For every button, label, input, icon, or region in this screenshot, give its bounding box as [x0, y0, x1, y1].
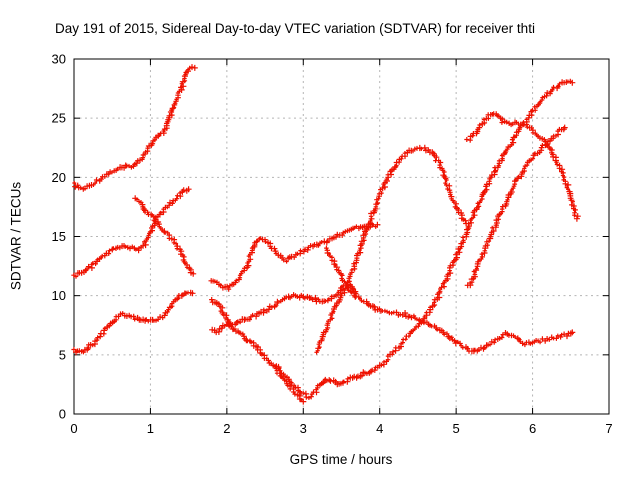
x-tick-label: 6	[529, 421, 536, 436]
x-tick-label: 2	[223, 421, 230, 436]
vtec-trace-s4	[71, 289, 196, 356]
vtec-trace-s7	[209, 282, 576, 355]
y-tick-label: 15	[52, 229, 66, 244]
x-tick-label: 0	[70, 421, 77, 436]
axis-ticks	[73, 58, 610, 415]
x-axis-label: GPS time / hours	[289, 452, 393, 467]
y-tick-label: 10	[52, 288, 66, 303]
vtec-trace-s6	[209, 297, 307, 405]
plot-border	[73, 58, 610, 415]
x-tick-label: 7	[605, 421, 612, 436]
y-tick-label: 20	[52, 170, 66, 185]
vtec-trace-s2	[71, 186, 192, 279]
vtec-trace-s11	[464, 124, 568, 289]
vtec-trace-s1	[72, 64, 198, 192]
x-tick-label: 4	[376, 421, 383, 436]
vtec-trace-s9	[273, 78, 576, 400]
vtec-trace-s10	[314, 144, 470, 355]
y-tick-label: 5	[59, 347, 66, 362]
x-tick-label: 1	[147, 421, 154, 436]
y-tick-label: 30	[52, 52, 66, 67]
x-tick-label: 3	[300, 421, 307, 436]
chart-title: Day 191 of 2015, Sidereal Day-to-day VTE…	[55, 21, 535, 36]
y-tick-label: 0	[59, 407, 66, 422]
vtec-trace-s3	[132, 195, 197, 277]
vtec-trace-s12	[464, 111, 581, 222]
vtec-trace-s5	[208, 221, 381, 292]
y-tick-label: 25	[52, 111, 66, 126]
x-tick-label: 5	[453, 421, 460, 436]
